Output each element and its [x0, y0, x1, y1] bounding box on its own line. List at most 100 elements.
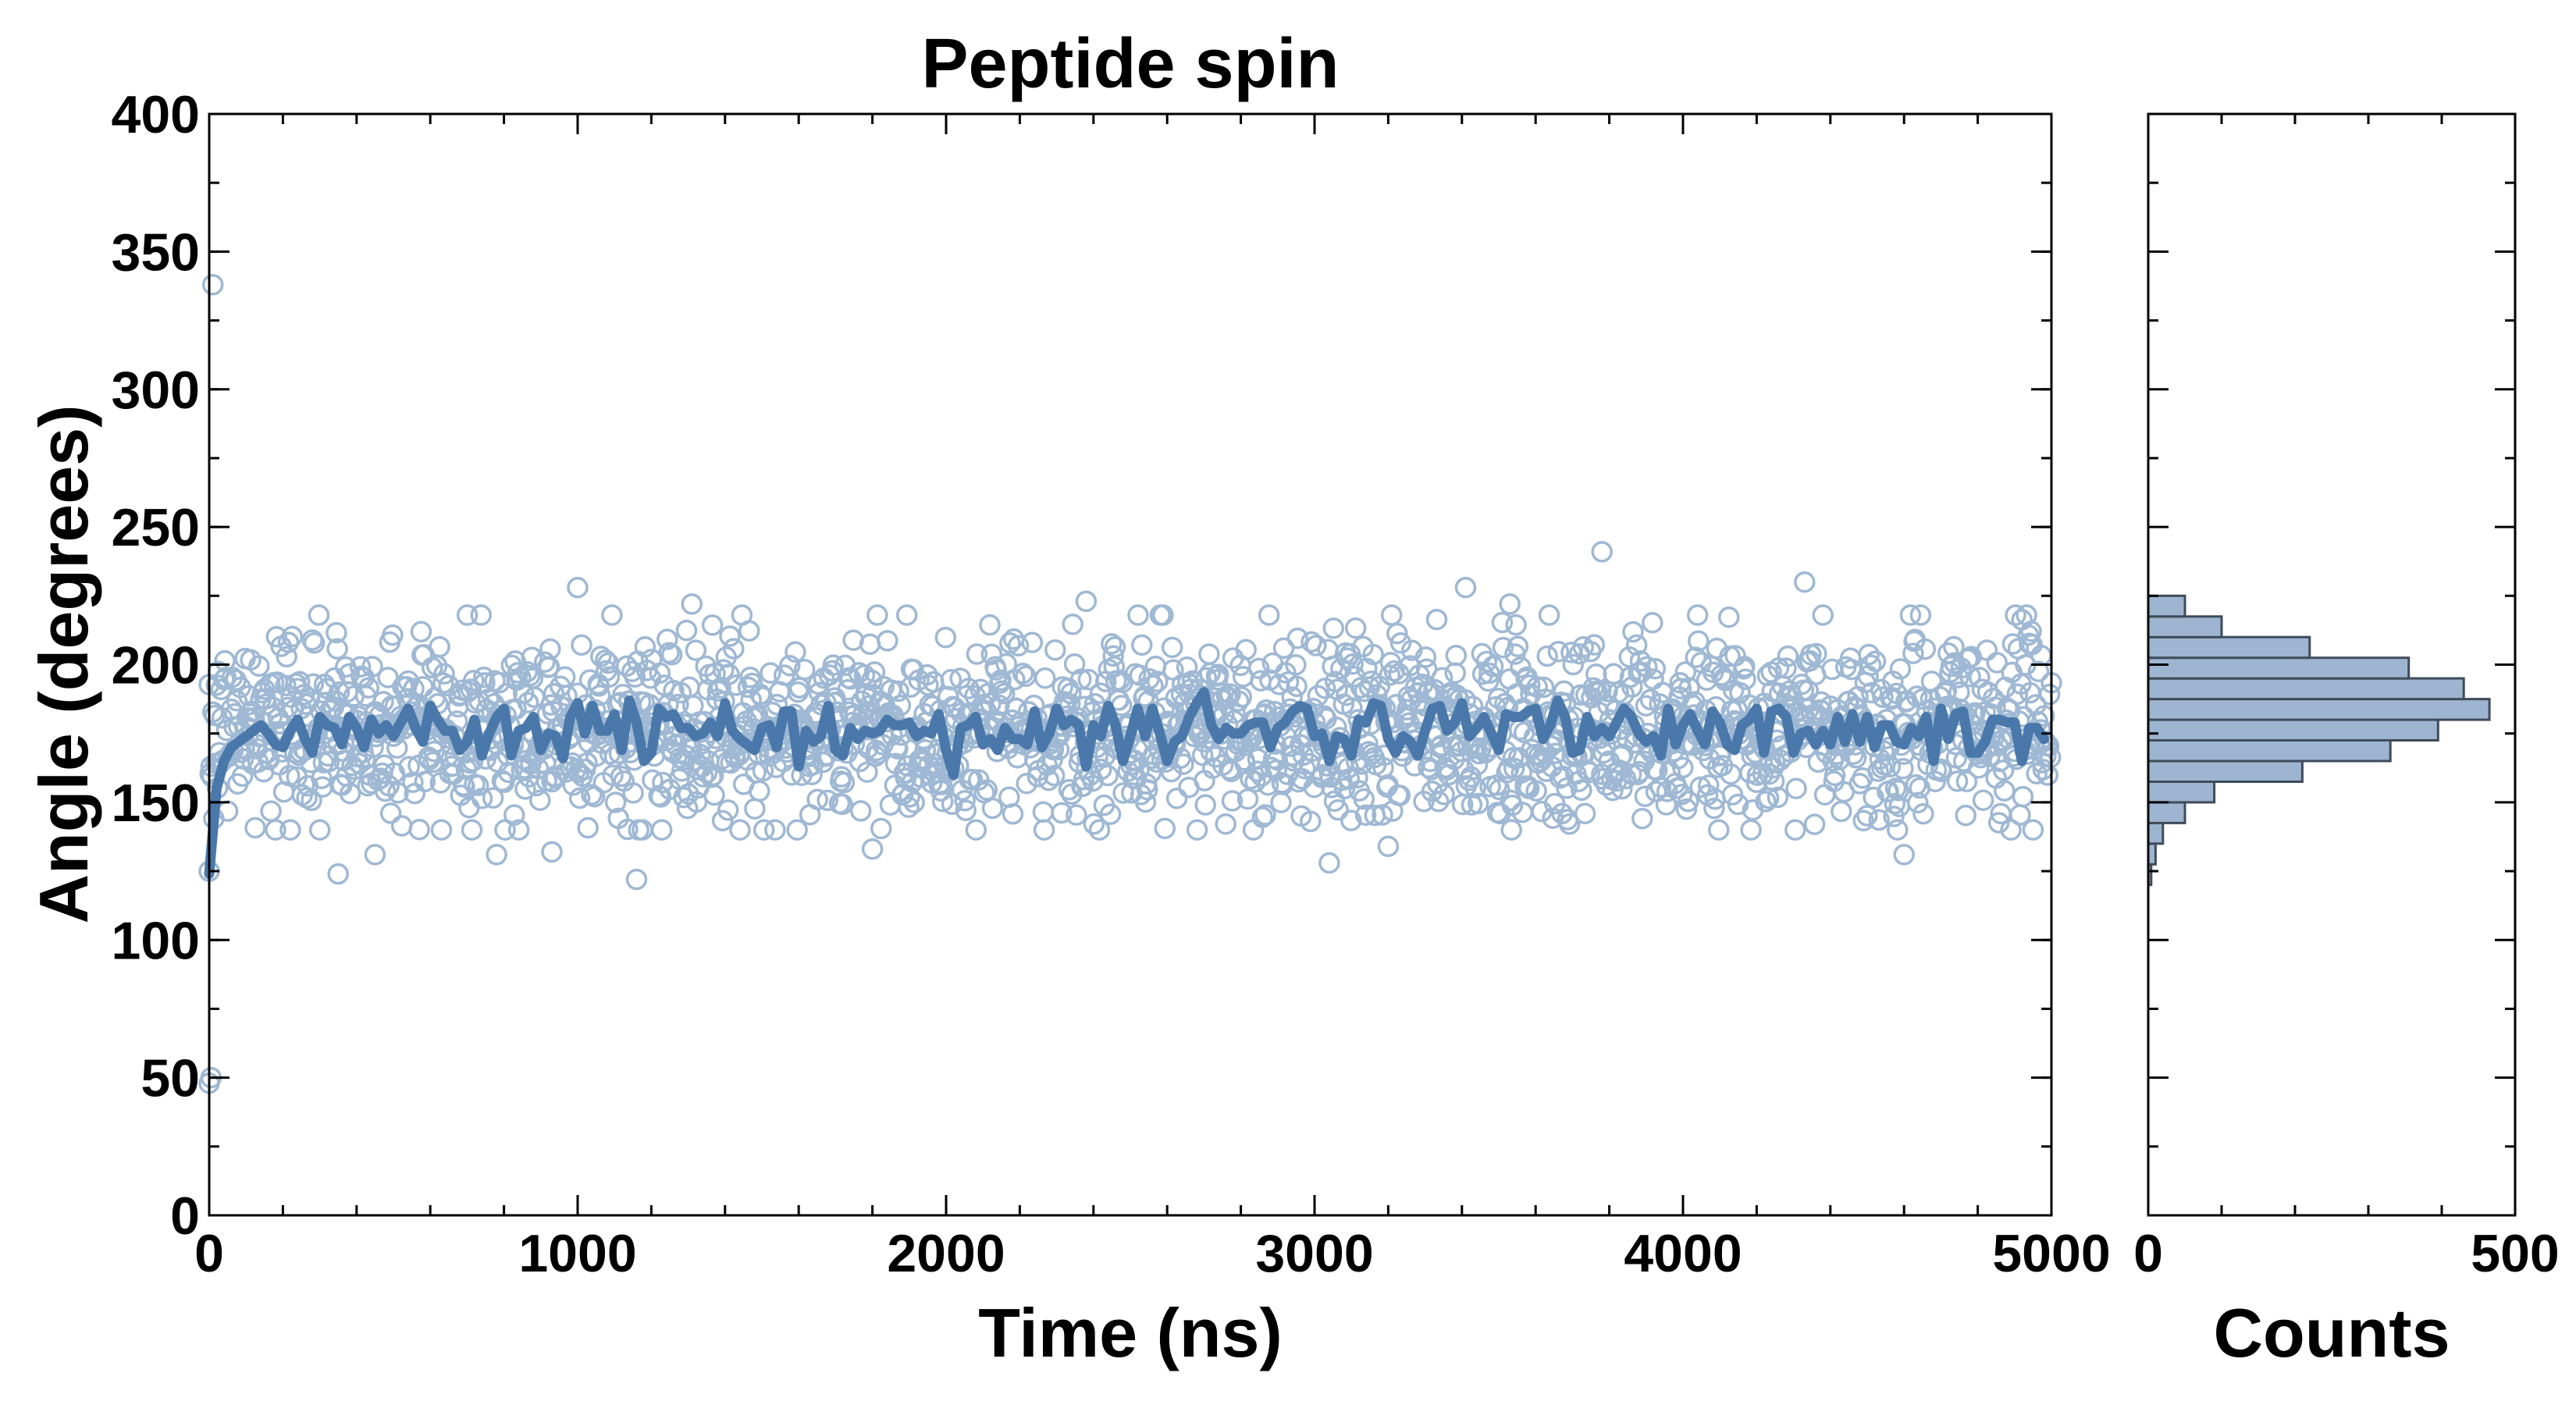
scatter-point — [1322, 617, 1345, 639]
scatter-point — [410, 621, 432, 643]
scatter-point — [656, 628, 678, 650]
scatter-point — [358, 677, 379, 699]
scatter-point — [326, 621, 347, 644]
scatter-point — [1386, 622, 1408, 645]
scatter-point — [1272, 637, 1295, 660]
scatter-point — [1099, 803, 1122, 825]
scatter-point — [374, 780, 397, 802]
histogram-bar — [2147, 759, 2304, 783]
scatter-point — [503, 804, 525, 826]
scatter-point — [1972, 789, 1994, 811]
scatter-point — [718, 663, 740, 685]
scatter-point — [1251, 806, 1274, 828]
scatter-point — [1685, 646, 1707, 669]
scatter-point — [870, 817, 892, 840]
scatter-point — [1221, 790, 1244, 812]
scatter-point — [1012, 663, 1034, 685]
scatter-point — [1902, 642, 1924, 664]
scatter-point — [2022, 819, 2044, 841]
scatter-point — [1002, 803, 1024, 825]
scatter-point — [497, 761, 520, 784]
scatter-point — [1547, 641, 1570, 663]
scatter-point — [1672, 756, 1694, 779]
scatter-point — [1842, 743, 1864, 766]
scatter-point — [684, 749, 706, 772]
x-tick-label: 5000 — [1992, 1224, 2110, 1283]
scatter-point — [308, 819, 331, 841]
scatter-point — [1043, 764, 1066, 787]
scatter-point — [713, 659, 735, 681]
scatter-point — [1858, 643, 1880, 666]
scatter-point — [1415, 658, 1438, 680]
scatter-point — [463, 670, 485, 692]
scatter-point — [1558, 813, 1581, 835]
scatter-point — [1948, 681, 1970, 703]
scatter-point — [1492, 636, 1514, 659]
scatter-point — [961, 768, 984, 791]
scatter-point — [1994, 780, 2016, 802]
scatter-point — [323, 667, 346, 689]
scatter-point — [1735, 668, 1756, 690]
scatter-point-outlier — [364, 844, 386, 866]
scatter-point — [1453, 759, 1475, 781]
scatter-point — [849, 800, 872, 822]
scatter-point-outlier — [625, 868, 648, 891]
scatter-point — [1578, 761, 1601, 784]
scatter-point — [1823, 764, 1846, 787]
scatter-point — [1236, 788, 1259, 810]
scatter-point — [2020, 621, 2042, 642]
scatter-point — [1127, 604, 1149, 626]
scatter-point-outlier — [1318, 852, 1340, 874]
scatter-point-outlier — [541, 841, 563, 863]
scatter-point — [1666, 777, 1688, 799]
scatter-point — [822, 654, 845, 676]
histogram-panel: 0 500 Counts — [2133, 112, 2560, 1371]
y-axis-title: Angle (degrees) — [25, 404, 102, 923]
scatter-point — [581, 784, 603, 806]
scatter-point — [831, 793, 853, 816]
scatter-point — [301, 789, 322, 812]
scatter-point — [1033, 819, 1055, 841]
scatter-point — [1670, 784, 1693, 806]
scatter-point — [945, 707, 967, 730]
scatter-point — [941, 793, 963, 816]
scatter-point — [650, 819, 673, 841]
scatter-point — [903, 791, 925, 813]
scatter-point — [1612, 743, 1634, 766]
scatter-point — [507, 819, 530, 841]
histogram-bar — [2147, 656, 2411, 680]
scatter-point — [1611, 777, 1633, 800]
scatter-point — [303, 632, 326, 654]
scatter-point-outlier — [861, 838, 884, 860]
scatter-point — [1987, 812, 2010, 834]
scatter-point — [2027, 660, 2050, 682]
x-tick-label: 2000 — [887, 1224, 1005, 1283]
scatter-point — [1088, 819, 1111, 841]
scatter-point — [1571, 779, 1592, 802]
scatter-point-outlier — [1454, 576, 1477, 599]
scatter-point — [1477, 670, 1500, 692]
scatter-point — [1258, 604, 1280, 626]
main-panel: Peptide spin 0 1000 2000 3000 4000 5000 0 50 100… — [25, 25, 2111, 1371]
scatter-point — [589, 685, 611, 706]
scatter-point — [1200, 740, 1222, 763]
scatter-point — [1341, 697, 1363, 719]
scatter-point — [1583, 634, 1606, 656]
scatter-point — [1889, 658, 1912, 680]
scatter-point — [1500, 819, 1522, 841]
scatter-point — [1734, 656, 1756, 678]
scatter-point — [1083, 813, 1105, 835]
scatter-point — [1718, 606, 1740, 628]
scatter-point — [1305, 635, 1327, 656]
histogram-bar — [2147, 780, 2216, 804]
scatter-point — [1131, 634, 1153, 656]
scatter-point — [785, 641, 806, 663]
scatter-point — [738, 620, 760, 642]
scatter-point — [279, 819, 301, 841]
scatter-point — [1872, 686, 1894, 708]
scatter-point — [966, 643, 988, 665]
scatter-point — [568, 787, 591, 809]
scatter-point — [521, 646, 543, 668]
scatter-point — [408, 819, 430, 841]
scatter-point — [895, 604, 918, 626]
